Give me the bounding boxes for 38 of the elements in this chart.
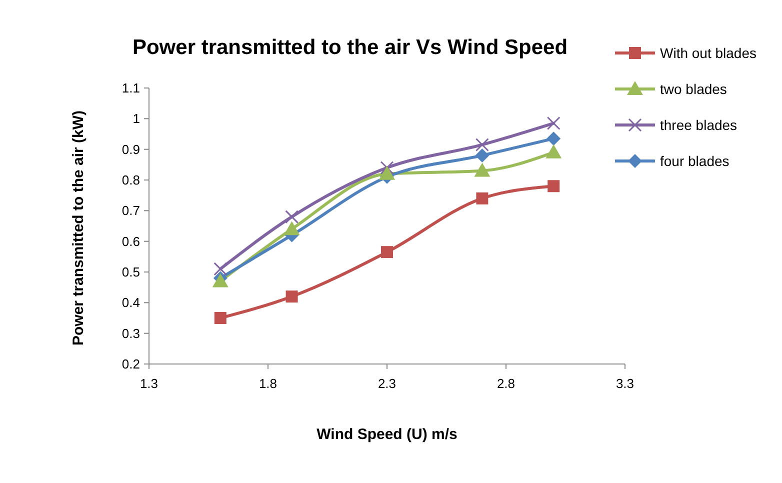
x-axis-title: Wind Speed (U) m/s <box>316 426 458 443</box>
y-tick-label: 1.1 <box>122 80 140 96</box>
point <box>476 192 488 204</box>
point <box>214 312 226 324</box>
point <box>284 221 300 236</box>
point <box>285 210 299 224</box>
point <box>381 246 393 258</box>
y-tick-label: 0.7 <box>122 203 140 218</box>
x-tick-label: 2.3 <box>378 376 396 391</box>
point <box>474 162 490 177</box>
x-tick-label: 1.8 <box>258 376 278 391</box>
x-tick-label: 3.3 <box>616 376 634 391</box>
x-tick-label: 1.3 <box>140 376 158 391</box>
point <box>286 290 298 303</box>
y-tick-label: 0.3 <box>122 326 140 341</box>
point <box>546 132 561 146</box>
point <box>475 148 490 162</box>
point <box>548 180 560 192</box>
y-tick-label: 0.9 <box>122 142 140 157</box>
y-tick-label: 0.6 <box>122 234 140 249</box>
legend-label: four blades <box>660 152 730 169</box>
y-tick-label: 0.8 <box>122 172 140 188</box>
y-axis-title: Power transmitted to the air (kW) <box>70 110 87 346</box>
y-tick-label: 0.2 <box>122 356 140 372</box>
legend-label: three blades <box>660 116 738 133</box>
point <box>379 166 395 180</box>
legend-label: With out blades <box>660 44 756 61</box>
point <box>475 138 489 152</box>
point <box>380 160 394 174</box>
legend-label: two blades <box>660 80 727 97</box>
point <box>546 144 562 158</box>
point <box>214 262 228 276</box>
y-tick-label: 0.4 <box>122 295 140 310</box>
y-tick-label: 1 <box>132 111 140 126</box>
y-tick-label: 0.5 <box>122 264 140 280</box>
x-tick-label: 2.8 <box>496 376 516 391</box>
chart-title: Power transmitted to the air Vs Wind Speed <box>132 36 568 59</box>
point <box>546 116 560 130</box>
